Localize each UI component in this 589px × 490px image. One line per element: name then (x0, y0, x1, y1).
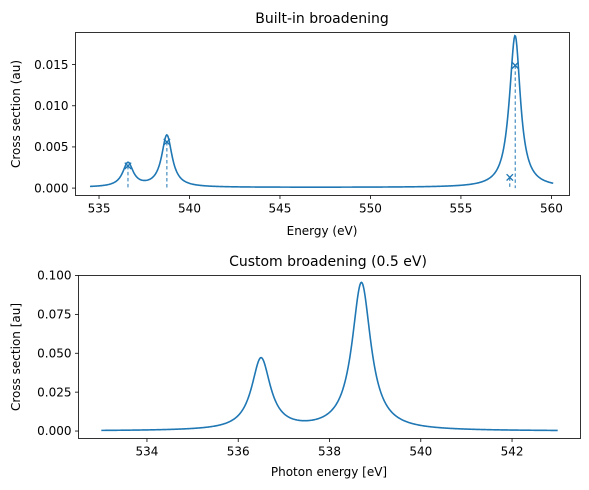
x-tick-label: 535 (88, 202, 111, 216)
y-tick-label: 0.000 (37, 424, 71, 438)
y-tick-label: 0.025 (37, 385, 71, 399)
y-tick-label: 0.015 (34, 58, 68, 72)
chart-bottom-xlabel: Photon energy [eV] (271, 465, 387, 479)
x-tick-label: 538 (318, 445, 341, 459)
y-tick-label: 0.075 (37, 308, 71, 322)
x-tick-label: 555 (449, 202, 472, 216)
y-tick-label: 0.005 (34, 140, 68, 154)
x-tick-label: 550 (359, 202, 382, 216)
chart-top-xlabel: Energy (eV) (287, 224, 358, 238)
x-tick-label: 534 (136, 445, 159, 459)
y-tick-label: 0.000 (34, 181, 68, 195)
y-tick-label: 0.050 (37, 346, 71, 360)
x-tick-label: 540 (409, 445, 432, 459)
chart-bottom-ylabel: Cross section [au] (9, 303, 23, 411)
chart-top-title: Built-in broadening (255, 11, 389, 27)
y-tick-label: 0.100 (37, 269, 71, 283)
x-tick-label: 536 (227, 445, 250, 459)
y-tick-label: 0.010 (34, 99, 68, 113)
x-tick-label: 540 (178, 202, 201, 216)
x-tick-label: 560 (540, 202, 563, 216)
x-tick-label: 545 (269, 202, 292, 216)
chart-top-ylabel: Cross section (au) (9, 60, 23, 168)
chart-bottom-title: Custom broadening (0.5 eV) (229, 254, 427, 270)
x-tick-label: 542 (501, 445, 524, 459)
